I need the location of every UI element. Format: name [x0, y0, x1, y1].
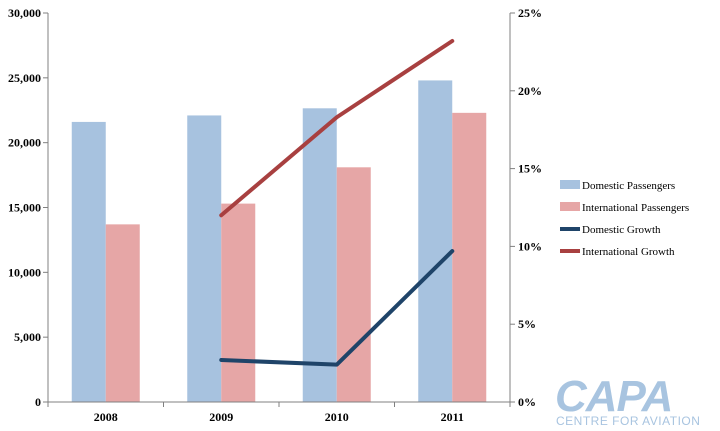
- watermark-main: CAPA: [555, 372, 672, 421]
- legend-label-international-passengers: International Passengers: [582, 202, 689, 214]
- bar-domestic-passengers-2011: [418, 80, 453, 402]
- left-tick-label: 25,000: [8, 71, 41, 85]
- legend-label-domestic-growth: Domestic Growth: [582, 224, 661, 236]
- bar-international-passengers-2008: [105, 224, 140, 402]
- right-tick-label: 25%: [518, 6, 542, 20]
- left-tick-label: 5,000: [14, 330, 41, 344]
- left-tick-label: 15,000: [8, 201, 41, 215]
- bar-domestic-passengers-2009: [187, 115, 222, 402]
- right-tick-label: 10%: [518, 239, 542, 253]
- bar-domestic-passengers-2008: [71, 121, 106, 403]
- legend-label-international-growth: International Growth: [582, 246, 675, 258]
- x-tick-label: 2008: [94, 410, 118, 424]
- legend: Domestic Passengers International Passeng…: [560, 180, 689, 258]
- watermark-sub: CENTRE FOR AVIATION: [556, 414, 700, 428]
- right-tick-label: 15%: [518, 162, 542, 176]
- left-tick-label: 30,000: [8, 6, 41, 20]
- lines-layer: [219, 39, 455, 367]
- x-tick-label: 2011: [441, 410, 464, 424]
- x-tick-label: 2010: [325, 410, 349, 424]
- legend-swatch-international-passengers: [560, 202, 580, 211]
- x-tick-label: 2009: [209, 410, 233, 424]
- bar-international-passengers-2010: [336, 167, 371, 402]
- left-tick-label: 0: [35, 395, 41, 409]
- legend-label-domestic-passengers: Domestic Passengers: [582, 180, 675, 192]
- line-international-growth: [219, 39, 455, 218]
- capa-watermark: CAPA CENTRE FOR AVIATION: [555, 372, 700, 428]
- right-tick-label: 20%: [518, 84, 542, 98]
- bars-layer: [71, 80, 487, 403]
- right-tick-label: 5%: [518, 317, 536, 331]
- ticks-layer: 0 5,000 10,000 15,000 20,000 25,000 30,000 0% 5%…: [8, 6, 542, 424]
- bar-international-passengers-2009: [221, 203, 256, 402]
- bar-domestic-passengers-2010: [302, 108, 337, 403]
- bar-international-passengers-2011: [452, 112, 487, 403]
- right-tick-label: 0%: [518, 395, 536, 409]
- left-tick-label: 20,000: [8, 136, 41, 150]
- line-domestic-growth: [219, 249, 455, 367]
- left-tick-label: 10,000: [8, 265, 41, 279]
- legend-swatch-domestic-passengers: [560, 180, 580, 189]
